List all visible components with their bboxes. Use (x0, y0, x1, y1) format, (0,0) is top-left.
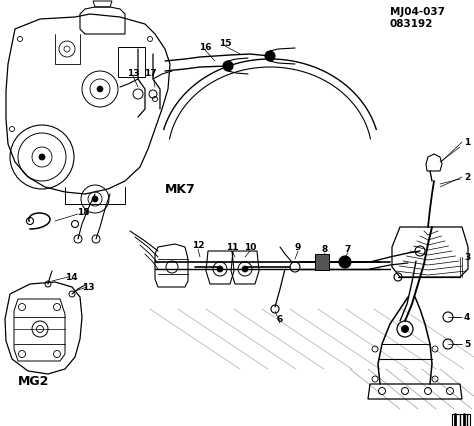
Text: 13: 13 (127, 68, 139, 77)
Text: 3: 3 (464, 253, 470, 262)
Text: 8: 8 (322, 245, 328, 254)
Text: 16: 16 (199, 43, 211, 52)
Text: MJ04-037: MJ04-037 (390, 7, 445, 17)
Text: 14: 14 (65, 273, 78, 282)
Circle shape (92, 196, 98, 202)
Circle shape (223, 62, 233, 72)
Text: MG2: MG2 (18, 374, 49, 388)
Text: 11: 11 (226, 243, 238, 252)
Circle shape (97, 87, 103, 93)
Circle shape (401, 326, 409, 333)
Circle shape (39, 155, 45, 161)
Text: 1: 1 (464, 138, 470, 147)
Circle shape (339, 256, 351, 268)
Text: 9: 9 (295, 243, 301, 252)
Text: 17: 17 (144, 68, 156, 77)
Text: 13: 13 (82, 283, 94, 292)
Text: 18: 18 (77, 208, 90, 217)
Text: 083192: 083192 (390, 19, 433, 29)
Circle shape (242, 266, 248, 272)
Bar (315, 254, 329, 271)
Text: MK7: MK7 (165, 183, 196, 196)
Text: 12: 12 (192, 241, 204, 250)
Text: 5: 5 (464, 340, 470, 349)
Circle shape (217, 266, 223, 272)
Text: 6: 6 (277, 315, 283, 324)
Circle shape (265, 52, 275, 62)
Text: 4: 4 (464, 313, 470, 322)
Text: 10: 10 (244, 243, 256, 252)
Text: 7: 7 (345, 245, 351, 254)
Text: 15: 15 (219, 38, 231, 47)
Text: 2: 2 (464, 173, 470, 182)
